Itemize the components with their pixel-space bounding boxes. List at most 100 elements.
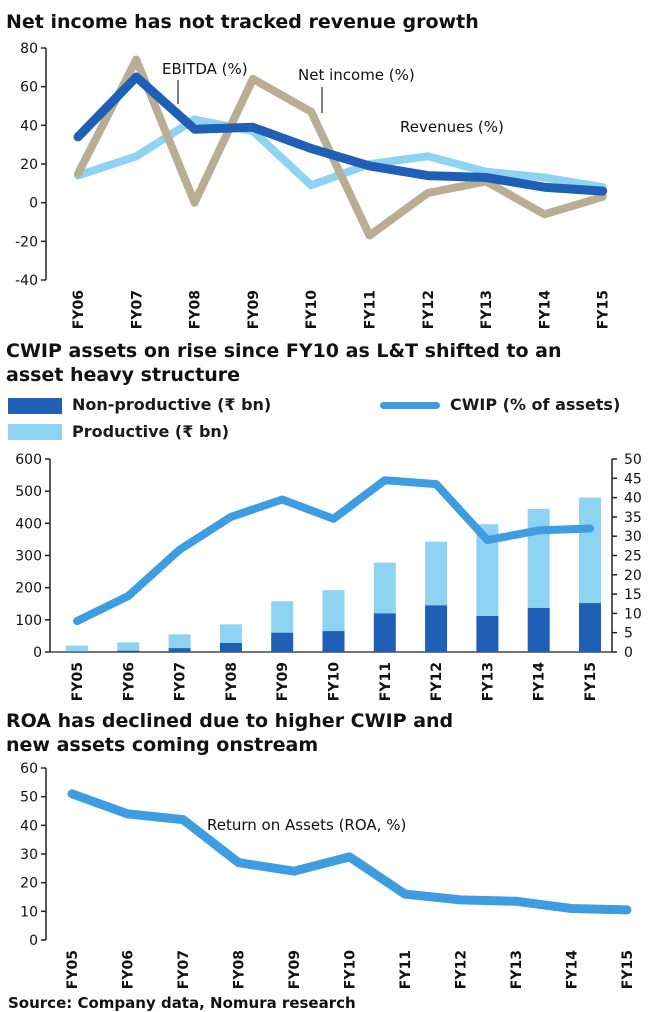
chart2-y-tick-label: 100	[15, 613, 42, 629]
chart1-series-net-income	[74, 55, 607, 240]
chart3-y-tick-label: 30	[20, 847, 38, 863]
chart2-x-tick-label: FY05	[70, 662, 86, 701]
chart2-bar-non-productive	[219, 642, 242, 652]
source-note: Source: Company data, Nomura research	[8, 994, 356, 1012]
chart2-bar-non-productive	[579, 603, 601, 652]
chart2-x-tick-label: FY08	[224, 662, 240, 701]
chart1-annotation-revenues: Revenues (%)	[400, 118, 504, 136]
legend-swatch-productive	[8, 424, 62, 440]
chart2-y2-tick-label: 45	[624, 471, 642, 487]
chart2-y2-tick-label: 15	[624, 587, 642, 603]
chart3-series-roa	[67, 789, 632, 915]
chart2-bar-productive	[219, 624, 242, 643]
chart2-bar-non-productive	[168, 648, 191, 652]
legend-label-cwip: CWIP (% of assets)	[450, 395, 621, 414]
chart2-bar-productive	[168, 634, 191, 649]
chart2-bar-non-productive	[66, 651, 88, 652]
chart3-x-tick-label: FY10	[343, 950, 359, 989]
chart2-bar-non-productive	[373, 613, 396, 652]
chart1-x-tick-label: FY12	[421, 290, 437, 329]
legend-swatch-cwip	[380, 402, 440, 409]
chart2-y-tick-label: 500	[15, 484, 42, 500]
chart1-y-tick-label: -20	[15, 234, 38, 250]
chart2-y2-tick-label: 0	[624, 645, 633, 661]
chart1-x-tick-label: FY15	[596, 290, 612, 329]
chart2-y-tick-label: 0	[33, 645, 42, 661]
chart2-y2-tick-label: 40	[624, 491, 642, 507]
chart1-x-tick-label: FY06	[71, 290, 87, 329]
chart2-bar-productive	[117, 642, 140, 651]
chart2-y2-tick-label: 10	[624, 606, 642, 622]
chart2-bar-productive	[425, 541, 448, 606]
chart1-annotation-net-income: Net income (%)	[298, 66, 415, 84]
chart2-y2-tick-label: 30	[624, 529, 642, 545]
chart1-y-tick-label: 60	[20, 80, 38, 96]
chart2-bar-non-productive	[527, 607, 550, 652]
chart2-x-tick-label: FY12	[429, 662, 445, 701]
chart1-x-tick-label: FY11	[363, 290, 379, 329]
chart2-series-cwip	[73, 476, 594, 626]
chart2-cwip-assets: 0 100 200 300 400 500 600 0 5 10 15 20 25 30 35 40 45 50 F…	[15, 452, 642, 701]
chart1-y-tick-label: 40	[20, 118, 38, 134]
chart3-y-tick-label: 0	[29, 933, 38, 949]
chart3-title-line1: ROA has declined due to higher CWIP and	[6, 710, 454, 732]
legend-label-non-productive: Non-productive (₹ bn)	[72, 395, 272, 414]
chart2-x-tick-label: FY11	[378, 662, 394, 701]
chart2-bar-productive	[322, 590, 345, 632]
legend-swatch-non-productive	[8, 398, 62, 414]
chart2-y2-tick-label: 50	[624, 452, 642, 468]
chart3-y-tick-label: 40	[20, 818, 38, 834]
chart3-x-tick-label: FY11	[398, 950, 414, 989]
chart1-series-ebitda	[73, 72, 608, 196]
chart1-y-tick-label: -40	[15, 273, 38, 289]
chart3-x-tick-label: FY05	[65, 950, 81, 989]
chart3-x-tick-label: FY08	[232, 950, 248, 989]
chart1-x-tick-label: FY10	[304, 290, 320, 329]
chart1-net-income-vs-revenue: -40 -20 0 20 40 60 80 FY06 FY07 FY08 FY09 FY10 FY11 F…	[15, 41, 612, 329]
chart1-title: Net income has not tracked revenue growt…	[6, 11, 479, 33]
chart2-y-tick-label: 300	[15, 549, 42, 565]
chart1-y-tick-label: 80	[20, 41, 38, 57]
chart2-y-tick-label: 200	[15, 581, 42, 597]
chart2-title-line2: asset heavy structure	[6, 364, 241, 386]
chart2-bar-non-productive	[117, 650, 140, 652]
chart3-title-line2: new assets coming onstream	[6, 734, 319, 756]
chart3-x-tick-label: FY13	[509, 950, 525, 989]
chart2-bar-non-productive	[476, 615, 499, 652]
chart2-bar-productive	[66, 645, 88, 652]
chart3-x-tick-label: FY07	[176, 950, 192, 989]
chart3-x-tick-label: FY06	[121, 950, 137, 989]
chart1-x-tick-label: FY13	[479, 290, 495, 329]
chart1-x-tick-label: FY09	[246, 290, 262, 329]
chart2-x-tick-label: FY14	[532, 662, 548, 701]
chart3-x-tick-label: FY15	[620, 950, 636, 989]
chart2-x-tick-label: FY09	[275, 662, 291, 701]
chart2-x-tick-label: FY06	[121, 662, 137, 701]
legend-label-productive: Productive (₹ bn)	[72, 422, 230, 441]
chart3-y-tick-label: 50	[20, 790, 38, 806]
chart1-x-tick-label: FY14	[537, 290, 553, 329]
chart2-bar-non-productive	[271, 632, 294, 652]
chart1-x-tick-label: FY08	[188, 290, 204, 329]
chart2-bar-productive	[271, 601, 294, 633]
chart2-y-tick-label: 400	[15, 516, 42, 532]
chart2-bar-productive	[579, 497, 601, 604]
chart2-x-tick-label: FY07	[173, 662, 189, 701]
chart1-y-tick-label: 0	[29, 196, 38, 212]
chart2-x-tick-label: FY13	[480, 662, 496, 701]
chart3-annotation-roa: Return on Assets (ROA, %)	[207, 816, 406, 834]
chart3-y-tick-label: 60	[20, 761, 38, 777]
chart2-y2-tick-label: 35	[624, 510, 642, 526]
chart2-x-tick-label: FY10	[327, 662, 343, 701]
chart2-y-tick-label: 600	[15, 452, 42, 468]
chart2-y2-tick-label: 5	[624, 626, 633, 642]
chart1-x-tick-label: FY07	[129, 290, 145, 329]
chart2-bar-productive	[373, 562, 396, 614]
chart2-bar-non-productive	[322, 631, 345, 652]
chart3-x-tick-label: FY14	[565, 950, 581, 989]
chart3-y-tick-label: 10	[20, 904, 38, 920]
chart3-x-tick-label: FY09	[287, 950, 303, 989]
chart1-y-tick-label: 20	[20, 157, 38, 173]
chart3-y-tick-label: 20	[20, 876, 38, 892]
